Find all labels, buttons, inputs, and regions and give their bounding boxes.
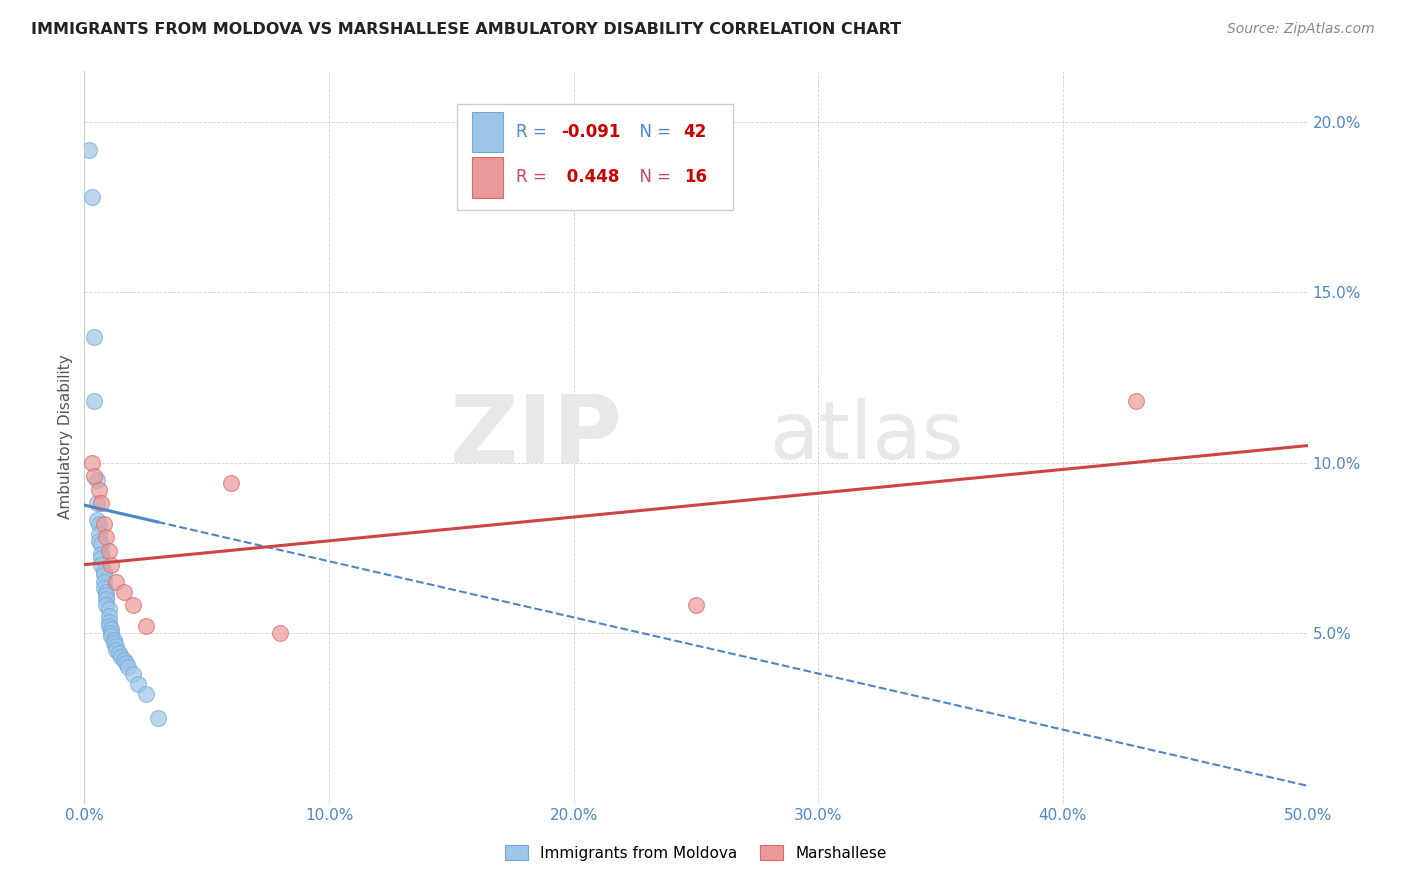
Point: [107, 646, 129, 660]
Point: [269, 625, 291, 640]
Point: [93, 574, 115, 589]
Text: 42: 42: [683, 123, 707, 141]
Point: [146, 711, 169, 725]
Point: [96, 588, 118, 602]
Point: [90, 550, 112, 565]
Point: [105, 640, 128, 654]
Point: [83, 469, 105, 483]
Point: [97, 619, 120, 633]
Point: [93, 565, 115, 579]
Point: [77, 143, 100, 157]
Point: [87, 483, 110, 497]
Point: [87, 527, 110, 541]
Legend: Immigrants from Moldova, Marshallese: Immigrants from Moldova, Marshallese: [498, 837, 894, 868]
FancyBboxPatch shape: [472, 112, 503, 153]
Point: [90, 496, 112, 510]
Point: [100, 558, 122, 572]
Point: [135, 619, 157, 633]
Point: [90, 558, 112, 572]
Point: [83, 394, 105, 409]
Point: [97, 602, 120, 616]
Point: [93, 582, 115, 596]
Point: [110, 649, 132, 664]
Text: Source: ZipAtlas.com: Source: ZipAtlas.com: [1227, 22, 1375, 37]
Point: [100, 622, 122, 636]
Point: [127, 677, 149, 691]
Text: N =: N =: [628, 169, 676, 186]
Point: [100, 625, 122, 640]
Point: [86, 513, 108, 527]
Point: [97, 608, 120, 623]
Point: [87, 516, 110, 531]
Text: IMMIGRANTS FROM MOLDOVA VS MARSHALLESE AMBULATORY DISABILITY CORRELATION CHART: IMMIGRANTS FROM MOLDOVA VS MARSHALLESE A…: [31, 22, 901, 37]
Point: [86, 473, 108, 487]
Point: [1125, 394, 1147, 409]
Point: [685, 599, 707, 613]
Point: [80, 190, 103, 204]
Point: [93, 516, 115, 531]
Point: [112, 653, 135, 667]
Point: [87, 533, 110, 548]
Point: [96, 531, 118, 545]
Point: [112, 585, 135, 599]
Y-axis label: Ambulatory Disability: Ambulatory Disability: [58, 355, 73, 519]
Point: [135, 687, 157, 701]
Point: [93, 567, 115, 582]
Text: atlas: atlas: [769, 398, 963, 476]
Point: [103, 632, 125, 647]
Point: [90, 537, 112, 551]
Point: [96, 585, 118, 599]
Point: [100, 629, 122, 643]
Point: [105, 642, 128, 657]
FancyBboxPatch shape: [472, 157, 503, 197]
Text: R =: R =: [516, 169, 553, 186]
Point: [115, 657, 138, 671]
Point: [96, 599, 118, 613]
Text: 0.448: 0.448: [561, 169, 620, 186]
Point: [117, 659, 139, 673]
Text: 16: 16: [683, 169, 707, 186]
FancyBboxPatch shape: [457, 104, 733, 211]
Text: N =: N =: [628, 123, 676, 141]
Point: [83, 329, 105, 343]
Point: [219, 475, 242, 490]
Point: [96, 591, 118, 606]
Text: R =: R =: [516, 123, 553, 141]
Point: [105, 574, 128, 589]
Point: [80, 456, 103, 470]
Point: [97, 544, 120, 558]
Point: [86, 496, 108, 510]
Point: [97, 615, 120, 630]
Point: [122, 666, 145, 681]
Text: ZIP: ZIP: [450, 391, 623, 483]
Text: -0.091: -0.091: [561, 123, 621, 141]
Point: [122, 599, 145, 613]
Point: [103, 636, 125, 650]
Point: [90, 548, 112, 562]
